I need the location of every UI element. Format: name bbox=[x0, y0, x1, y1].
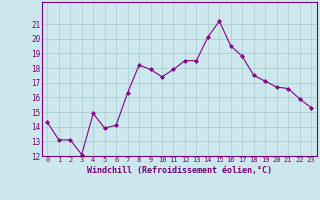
X-axis label: Windchill (Refroidissement éolien,°C): Windchill (Refroidissement éolien,°C) bbox=[87, 166, 272, 175]
